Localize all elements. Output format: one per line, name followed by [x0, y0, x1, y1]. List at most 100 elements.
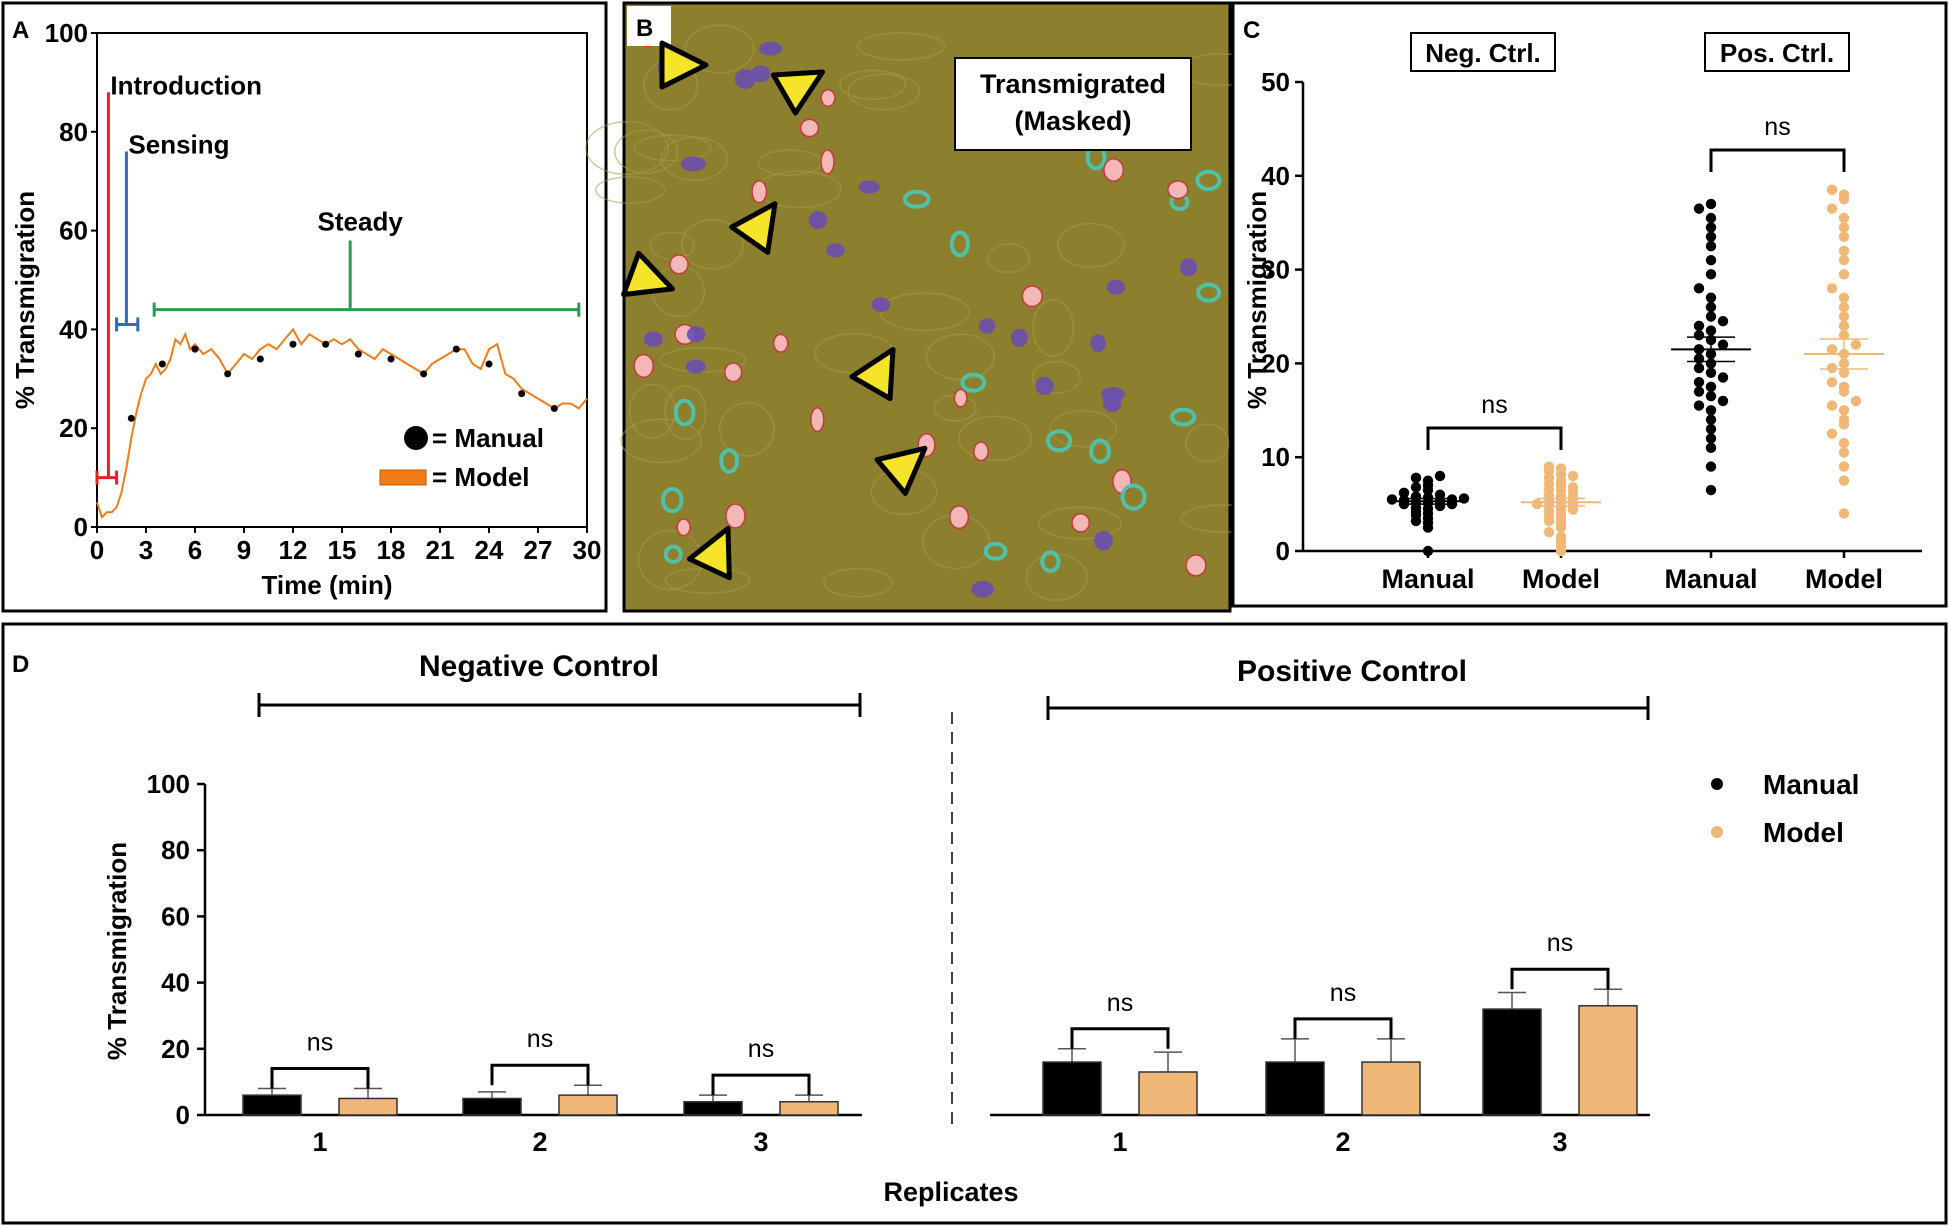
data-point — [1717, 339, 1729, 350]
panel-b-letter-box — [627, 6, 671, 46]
data-point — [1826, 184, 1838, 196]
arrowhead — [686, 525, 732, 581]
purple-cell — [1106, 279, 1126, 295]
data-point — [1705, 367, 1717, 378]
panel-c-groups: Neg. Ctrl. Pos. Ctrl. ns ns — [1410, 32, 1850, 450]
x-tick-label: 9 — [237, 535, 251, 565]
significance-label: ns — [1764, 113, 1790, 141]
teal-cell — [1170, 407, 1197, 427]
panel-d-x-label: Replicates — [883, 1177, 1018, 1207]
group-title-negative: Negative Control — [419, 650, 659, 683]
y-tick-label: 10 — [1261, 442, 1290, 472]
y-tick-label: 100 — [45, 18, 88, 48]
data-point — [1705, 423, 1717, 435]
teal-cell — [1040, 550, 1061, 573]
transmigrated-cell — [820, 88, 836, 108]
group-title-positive: Positive Control — [1237, 655, 1467, 688]
x-tick-label: Model — [1522, 564, 1600, 594]
data-point — [1838, 255, 1850, 266]
background-cell — [681, 219, 744, 270]
transmigrated-cell — [669, 254, 689, 275]
data-point — [1567, 482, 1579, 493]
y-tick-label: 0 — [1276, 536, 1290, 566]
purple-cell — [1090, 334, 1106, 353]
panel-c-y-label: % Transmigration — [1242, 191, 1272, 409]
bar — [1482, 1008, 1542, 1116]
data-point — [1705, 231, 1717, 242]
transmigrated-cell — [1185, 554, 1207, 577]
manual-data-point — [158, 360, 166, 368]
transmigrated-cell — [1021, 285, 1043, 308]
teal-cell — [1089, 438, 1111, 464]
x-tick-label: 27 — [524, 535, 553, 565]
data-point — [1705, 442, 1717, 454]
data-point — [1838, 330, 1850, 341]
data-point — [1705, 433, 1717, 444]
transmigrated-cell — [799, 118, 820, 138]
transmigrated-cell — [676, 518, 691, 537]
purple-cell — [1010, 328, 1028, 348]
panel-d-letter: D — [12, 651, 29, 678]
legend-manual-dot — [1711, 778, 1723, 790]
data-point — [1422, 492, 1434, 503]
data-point — [1705, 461, 1717, 472]
data-point — [1838, 447, 1850, 458]
significance-label: ns — [1547, 929, 1573, 957]
data-point — [1838, 222, 1850, 233]
data-point — [1567, 470, 1579, 482]
panel-a-y-label: % Transmigration — [10, 191, 40, 409]
teal-cell — [1195, 169, 1222, 192]
group-label: Neg. Ctrl. — [1425, 38, 1541, 68]
purple-cell — [643, 331, 663, 347]
data-point — [1555, 531, 1567, 543]
data-point — [1543, 461, 1555, 472]
arrowhead — [729, 201, 778, 255]
data-point — [1838, 245, 1850, 257]
teal-cell — [1045, 429, 1073, 453]
purple-cell — [750, 65, 771, 83]
data-point — [1410, 482, 1422, 493]
data-point — [1838, 320, 1850, 332]
significance-bracket — [1070, 1027, 1170, 1049]
significance-bracket — [1426, 426, 1563, 450]
y-tick-label: 50 — [1261, 67, 1290, 97]
data-point — [1693, 362, 1705, 374]
transmigrated-cell — [973, 441, 989, 462]
group-label-box — [1704, 32, 1850, 72]
panel-c-axes — [1301, 82, 1922, 553]
bar — [1265, 1061, 1325, 1116]
data-point — [1693, 376, 1705, 388]
background-cell — [925, 333, 996, 381]
panel-d: D Negative Control Positive Control 0 20 4… — [1, 622, 1948, 1225]
legend-model-text: Model — [1763, 817, 1844, 848]
legend-model-label: = Model — [432, 462, 530, 492]
teal-cell — [949, 230, 970, 258]
y-tick-label: 100 — [147, 769, 190, 799]
manual-data-point — [550, 404, 558, 412]
bar — [462, 1097, 522, 1116]
bar — [1578, 1005, 1638, 1116]
data-point — [1422, 545, 1434, 557]
data-point — [1705, 381, 1717, 393]
purple-cell — [1093, 530, 1113, 551]
transmigrated-cell — [1103, 157, 1125, 182]
transmigrated-cell — [751, 180, 768, 204]
significance-bracket — [1510, 967, 1610, 990]
background-cell — [684, 24, 755, 74]
panel-a-border — [1, 1, 608, 613]
panel-b-letter: B — [636, 15, 653, 42]
legend-model-marker — [379, 469, 427, 486]
data-point — [1705, 198, 1717, 210]
background-cell — [660, 136, 728, 182]
data-point — [1838, 231, 1850, 242]
data-point — [1838, 269, 1850, 280]
x-tick-label: Manual — [1381, 564, 1474, 594]
y-tick-label: 20 — [1261, 348, 1290, 378]
panel-d-y-label: % Transmigration — [102, 842, 132, 1060]
group-label: Pos. Ctrl. — [1720, 38, 1834, 68]
manual-data-point — [289, 340, 297, 348]
purple-cell — [1179, 258, 1197, 277]
background-cell — [847, 73, 921, 111]
model-series-line — [96, 327, 588, 519]
data-point — [1705, 405, 1717, 416]
